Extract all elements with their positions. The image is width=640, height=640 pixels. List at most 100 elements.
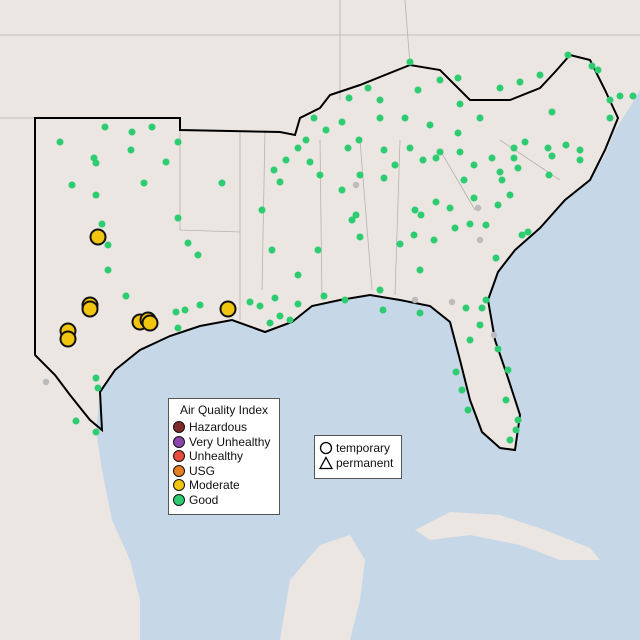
monitor-good[interactable]	[320, 292, 328, 300]
monitor-good[interactable]	[514, 416, 522, 424]
monitor-good[interactable]	[94, 384, 102, 392]
monitor-good[interactable]	[276, 312, 284, 320]
monitor-no-data[interactable]	[42, 378, 50, 386]
monitor-good[interactable]	[56, 138, 64, 146]
monitor-good[interactable]	[466, 220, 474, 228]
monitor-good[interactable]	[506, 191, 514, 199]
monitor-good[interactable]	[430, 236, 438, 244]
monitor-good[interactable]	[380, 174, 388, 182]
monitor-good[interactable]	[594, 66, 602, 74]
monitor-moderate[interactable]	[89, 228, 107, 246]
monitor-good[interactable]	[72, 417, 80, 425]
monitor-no-data[interactable]	[411, 296, 419, 304]
monitor-good[interactable]	[518, 231, 526, 239]
monitor-good[interactable]	[492, 254, 500, 262]
monitor-good[interactable]	[576, 146, 584, 154]
monitor-good[interactable]	[510, 144, 518, 152]
monitor-good[interactable]	[127, 146, 135, 154]
monitor-good[interactable]	[436, 76, 444, 84]
monitor-good[interactable]	[514, 164, 522, 172]
monitor-good[interactable]	[92, 191, 100, 199]
monitor-good[interactable]	[348, 216, 356, 224]
monitor-good[interactable]	[456, 148, 464, 156]
monitor-good[interactable]	[268, 246, 276, 254]
monitor-good[interactable]	[454, 74, 462, 82]
monitor-good[interactable]	[396, 240, 404, 248]
monitor-good[interactable]	[521, 138, 529, 146]
monitor-good[interactable]	[616, 92, 624, 100]
monitor-moderate[interactable]	[81, 300, 99, 318]
monitor-good[interactable]	[316, 171, 324, 179]
monitor-good[interactable]	[271, 294, 279, 302]
monitor-good[interactable]	[391, 161, 399, 169]
monitor-good[interactable]	[606, 114, 614, 122]
monitor-good[interactable]	[478, 304, 486, 312]
monitor-good[interactable]	[410, 231, 418, 239]
monitor-no-data[interactable]	[490, 331, 498, 339]
monitor-good[interactable]	[376, 114, 384, 122]
monitor-good[interactable]	[494, 201, 502, 209]
monitor-good[interactable]	[338, 118, 346, 126]
monitor-good[interactable]	[184, 239, 192, 247]
monitor-good[interactable]	[588, 62, 596, 70]
monitor-good[interactable]	[101, 123, 109, 131]
monitor-good[interactable]	[172, 308, 180, 316]
monitor-good[interactable]	[498, 176, 506, 184]
monitor-good[interactable]	[416, 309, 424, 317]
monitor-good[interactable]	[140, 179, 148, 187]
monitor-good[interactable]	[270, 166, 278, 174]
monitor-good[interactable]	[345, 94, 353, 102]
monitor-good[interactable]	[458, 386, 466, 394]
monitor-good[interactable]	[411, 206, 419, 214]
monitor-good[interactable]	[122, 292, 130, 300]
monitor-good[interactable]	[344, 144, 352, 152]
monitor-good[interactable]	[460, 176, 468, 184]
monitor-good[interactable]	[432, 154, 440, 162]
monitor-good[interactable]	[218, 179, 226, 187]
monitor-good[interactable]	[576, 156, 584, 164]
monitor-no-data[interactable]	[476, 236, 484, 244]
monitor-good[interactable]	[266, 319, 274, 327]
monitor-good[interactable]	[174, 214, 182, 222]
monitor-moderate[interactable]	[59, 330, 77, 348]
monitor-good[interactable]	[181, 306, 189, 314]
monitor-good[interactable]	[376, 286, 384, 294]
monitor-good[interactable]	[356, 171, 364, 179]
monitor-good[interactable]	[548, 152, 556, 160]
monitor-good[interactable]	[629, 92, 637, 100]
monitor-good[interactable]	[506, 436, 514, 444]
monitor-good[interactable]	[196, 301, 204, 309]
monitor-good[interactable]	[276, 178, 284, 186]
monitor-good[interactable]	[406, 144, 414, 152]
monitor-good[interactable]	[148, 123, 156, 131]
monitor-good[interactable]	[436, 148, 444, 156]
monitor-good[interactable]	[162, 158, 170, 166]
monitor-good[interactable]	[562, 141, 570, 149]
monitor-good[interactable]	[174, 324, 182, 332]
monitor-no-data[interactable]	[352, 181, 360, 189]
monitor-good[interactable]	[417, 211, 425, 219]
monitor-good[interactable]	[282, 156, 290, 164]
monitor-good[interactable]	[104, 266, 112, 274]
monitor-good[interactable]	[419, 156, 427, 164]
monitor-good[interactable]	[322, 126, 330, 134]
monitor-good[interactable]	[376, 96, 384, 104]
monitor-good[interactable]	[606, 96, 614, 104]
monitor-good[interactable]	[545, 171, 553, 179]
monitor-good[interactable]	[352, 211, 360, 219]
monitor-good[interactable]	[356, 233, 364, 241]
monitor-good[interactable]	[306, 158, 314, 166]
monitor-good[interactable]	[406, 58, 414, 66]
monitor-good[interactable]	[92, 428, 100, 436]
monitor-moderate[interactable]	[141, 314, 159, 332]
monitor-no-data[interactable]	[474, 204, 482, 212]
monitor-good[interactable]	[462, 304, 470, 312]
monitor-good[interactable]	[470, 194, 478, 202]
monitor-good[interactable]	[246, 298, 254, 306]
monitor-good[interactable]	[564, 51, 572, 59]
monitor-good[interactable]	[416, 266, 424, 274]
monitor-good[interactable]	[456, 100, 464, 108]
monitor-good[interactable]	[294, 271, 302, 279]
monitor-good[interactable]	[502, 396, 510, 404]
monitor-good[interactable]	[294, 300, 302, 308]
